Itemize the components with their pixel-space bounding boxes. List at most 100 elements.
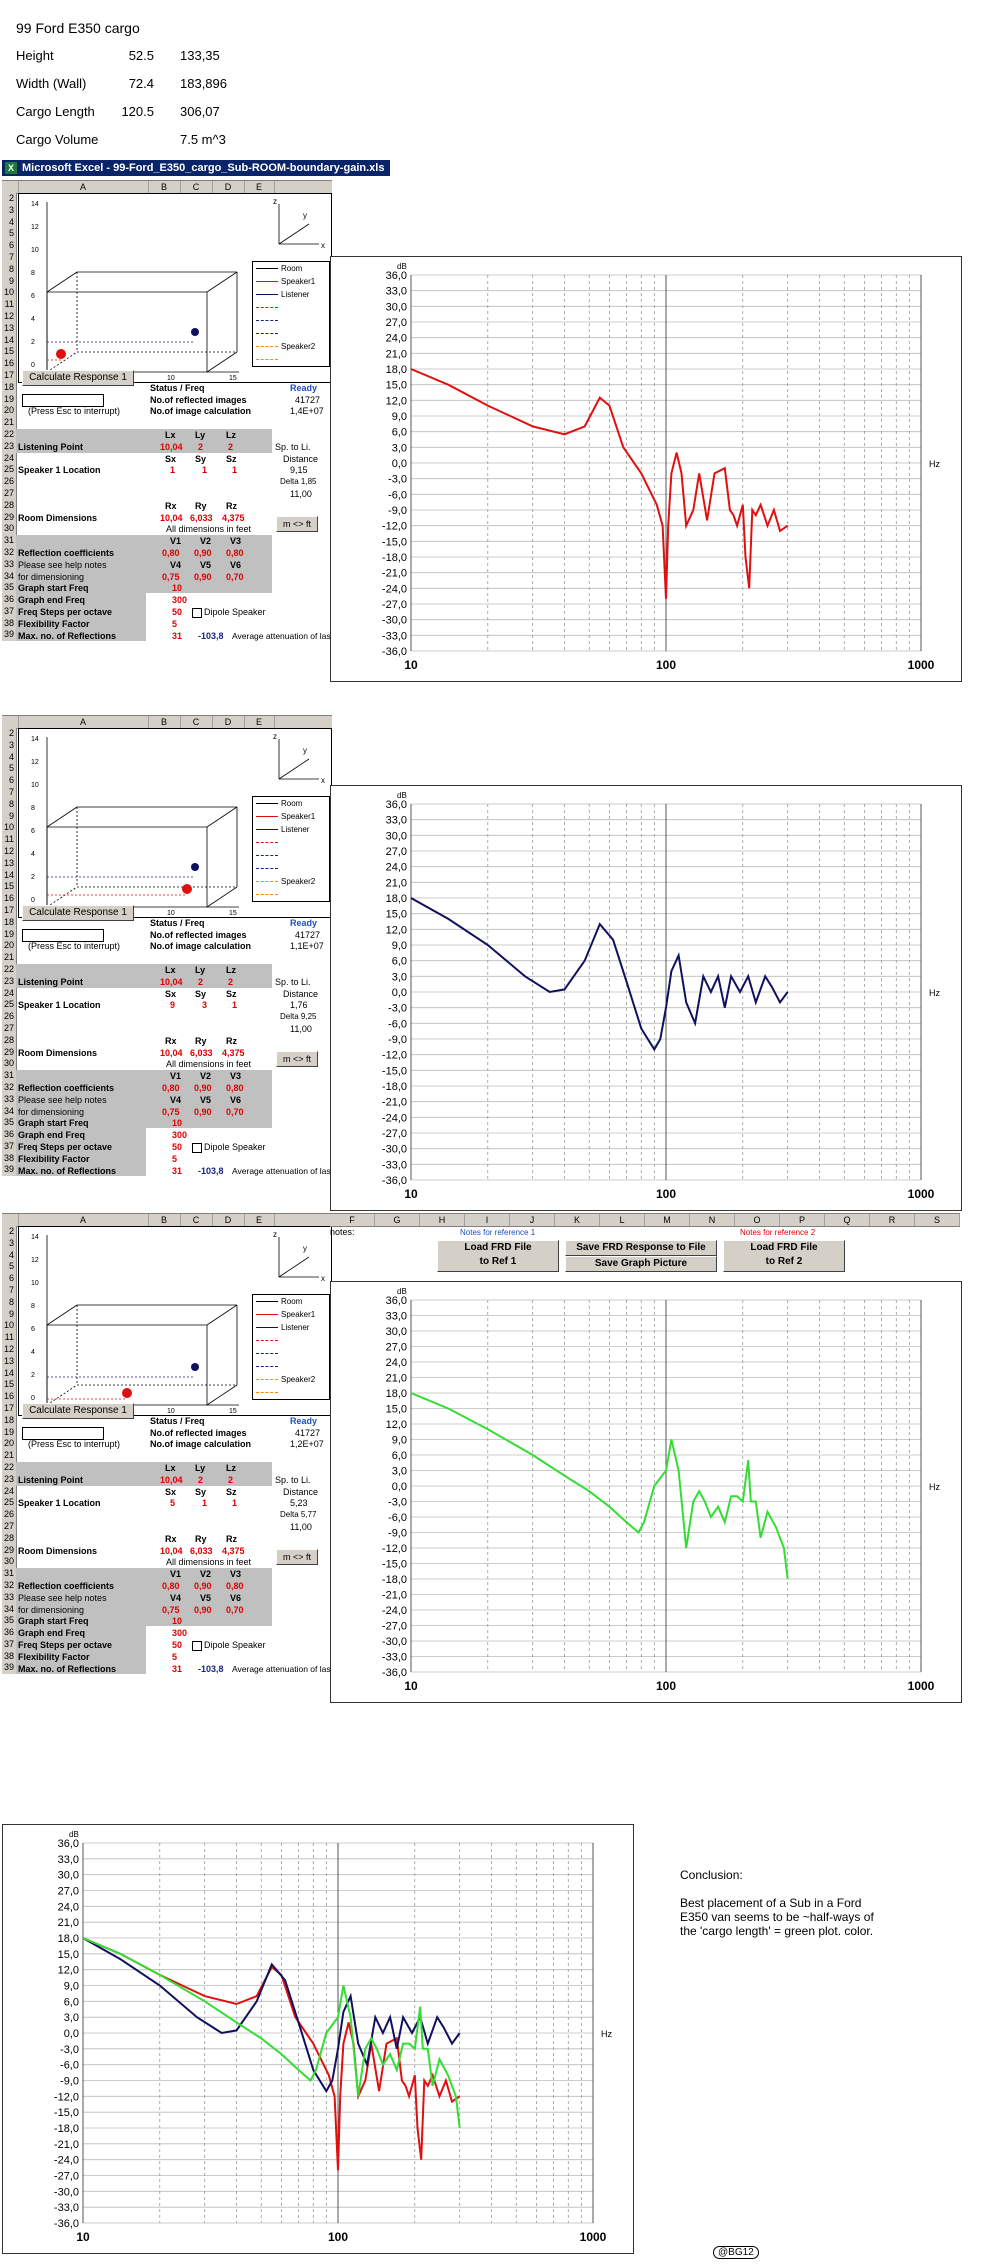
row-number[interactable]: 8 <box>8 798 14 809</box>
column-header-cell[interactable]: M <box>645 1214 690 1226</box>
v2-value[interactable]: 0,90 <box>194 1581 212 1591</box>
sz-value[interactable]: 1 <box>232 465 238 476</box>
row-number[interactable]: 9 <box>8 275 14 286</box>
row-number[interactable]: 14 <box>3 869 14 880</box>
column-header-cell[interactable]: A <box>18 716 149 728</box>
ly-value[interactable]: 2 <box>198 976 204 987</box>
column-header-cell[interactable]: G <box>375 1214 420 1226</box>
row-number[interactable]: 18 <box>3 381 14 392</box>
load-frd-ref1-button[interactable]: Load FRD File to Ref 1 <box>437 1240 559 1272</box>
row-number[interactable]: 10 <box>3 1320 14 1331</box>
calculate-response-button[interactable]: Calculate Response 1 <box>22 370 134 386</box>
row-number[interactable]: 6 <box>8 1273 14 1284</box>
lz-value[interactable]: 2 <box>228 976 234 987</box>
row-number[interactable]: 22 <box>3 1461 14 1472</box>
listener-marker[interactable] <box>191 863 199 871</box>
row-number[interactable]: 12 <box>3 845 14 856</box>
row-number[interactable]: 34 <box>3 1603 14 1614</box>
row-number[interactable]: 20 <box>3 405 14 416</box>
row-number[interactable]: 34 <box>3 570 14 581</box>
row-number[interactable]: 32 <box>3 1081 14 1092</box>
v3-value[interactable]: 0,80 <box>226 1581 244 1591</box>
lx-value[interactable]: 10,04 <box>160 976 183 987</box>
ly-value[interactable]: 2 <box>198 1474 204 1485</box>
graph-start-freq-value[interactable]: 10 <box>172 1616 183 1627</box>
m-ft-toggle-button[interactable]: m <> ft <box>276 1050 318 1067</box>
row-number[interactable]: 17 <box>3 1402 14 1413</box>
graph-start-freq-value[interactable]: 10 <box>172 583 183 594</box>
row-number[interactable]: 21 <box>3 1450 14 1461</box>
ly-value[interactable]: 2 <box>198 441 204 452</box>
sz-value[interactable]: 1 <box>232 1498 238 1509</box>
sy-value[interactable]: 3 <box>202 1000 208 1011</box>
row-number[interactable]: 26 <box>3 1509 14 1520</box>
column-header-cell[interactable]: D <box>212 1214 245 1226</box>
v1-value[interactable]: 0,80 <box>162 1581 180 1591</box>
row-number[interactable]: 19 <box>3 928 14 939</box>
column-header-cell[interactable]: R <box>870 1214 915 1226</box>
row-number[interactable]: 25 <box>3 999 14 1010</box>
v5-value[interactable]: 0,90 <box>194 1106 212 1117</box>
row-number[interactable]: 28 <box>3 499 14 510</box>
flexibility-factor-value[interactable]: 5 <box>172 1651 178 1662</box>
row-number[interactable]: 39 <box>3 1164 14 1175</box>
lx-value[interactable]: 10,04 <box>160 1474 183 1485</box>
v4-value[interactable]: 0,75 <box>162 1106 180 1117</box>
row-number[interactable]: 4 <box>8 216 14 227</box>
freq-steps-value[interactable]: 50 <box>172 607 183 617</box>
column-header-cell[interactable]: D <box>212 181 245 193</box>
calculate-response-button[interactable]: Calculate Response 1 <box>22 1403 134 1419</box>
row-number[interactable]: 13 <box>3 1355 14 1366</box>
row-number[interactable]: 3 <box>8 204 14 215</box>
row-number[interactable]: 23 <box>3 1473 14 1484</box>
row-number[interactable]: 8 <box>8 1296 14 1307</box>
row-number[interactable]: 26 <box>3 476 14 487</box>
row-number[interactable]: 18 <box>3 916 14 927</box>
excel-title-bar[interactable]: X Microsoft Excel - 99-Ford_E350_cargo_S… <box>2 160 391 176</box>
v6-value[interactable]: 0,70 <box>226 1106 244 1117</box>
row-number[interactable]: 38 <box>3 1152 14 1163</box>
sx-value[interactable]: 9 <box>170 1000 176 1011</box>
notes-ref2[interactable]: Notes for reference 2 <box>740 1228 816 1237</box>
row-number[interactable]: 20 <box>3 940 14 951</box>
listener-marker[interactable] <box>191 1363 199 1371</box>
calculate-response-button[interactable]: Calculate Response 1 <box>22 905 134 921</box>
row-number[interactable]: 35 <box>3 1117 14 1128</box>
row-number[interactable]: 32 <box>3 1579 14 1590</box>
flexibility-factor-value[interactable]: 5 <box>172 618 178 629</box>
column-header-cell[interactable]: D <box>212 716 245 728</box>
column-header-cell[interactable]: A <box>18 1214 149 1226</box>
row-number[interactable]: 12 <box>3 1343 14 1354</box>
row-number[interactable]: 23 <box>3 975 14 986</box>
load-frd-ref2-button[interactable]: Load FRD File to Ref 2 <box>723 1240 845 1272</box>
column-header-cell[interactable]: S <box>915 1214 960 1226</box>
row-number[interactable]: 21 <box>3 417 14 428</box>
row-number[interactable]: 10 <box>3 822 14 833</box>
status-cell[interactable] <box>22 393 104 407</box>
row-number[interactable]: 38 <box>3 617 14 628</box>
v6-value[interactable]: 0,70 <box>226 1604 244 1615</box>
column-header-cell[interactable]: C <box>180 181 213 193</box>
row-number[interactable]: 17 <box>3 369 14 380</box>
row-number[interactable]: 4 <box>8 751 14 762</box>
v3-value[interactable]: 0,80 <box>226 548 244 558</box>
row-number[interactable]: 16 <box>3 358 14 369</box>
dipole-checkbox[interactable] <box>192 1143 202 1153</box>
row-number[interactable]: 28 <box>3 1532 14 1543</box>
m-ft-toggle-button[interactable]: m <> ft <box>276 1548 318 1565</box>
column-header-cell[interactable]: O <box>735 1214 780 1226</box>
row-number[interactable]: 6 <box>8 240 14 251</box>
row-number[interactable]: 4 <box>8 1249 14 1260</box>
row-number[interactable]: 8 <box>8 263 14 274</box>
row-number[interactable]: 13 <box>3 857 14 868</box>
graph-end-freq-value[interactable]: 300 <box>172 1628 188 1639</box>
row-number[interactable]: 21 <box>3 952 14 963</box>
column-header-cell[interactable]: K <box>555 1214 600 1226</box>
listener-marker[interactable] <box>191 328 199 336</box>
column-header-cell[interactable]: C <box>180 1214 213 1226</box>
freq-steps-value[interactable]: 50 <box>172 1142 183 1152</box>
row-number[interactable]: 19 <box>3 1426 14 1437</box>
row-number[interactable]: 34 <box>3 1105 14 1116</box>
row-number[interactable]: 7 <box>8 1284 14 1295</box>
column-header-cell[interactable] <box>4 1214 19 1226</box>
